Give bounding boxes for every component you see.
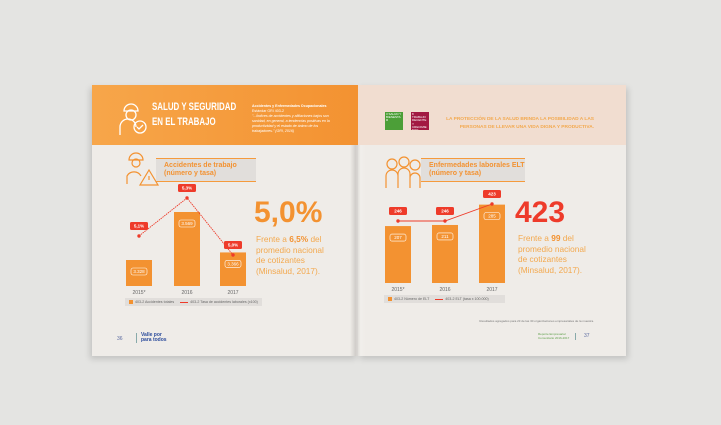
accidents-note: Frente a 6,5% del promedio nacional de c…: [256, 234, 324, 276]
legend-line: 403-2 ELT (tasa x 100.000): [435, 297, 489, 301]
worker-safety-icon: [119, 103, 147, 135]
bar-value-label: 3.366: [227, 261, 239, 266]
right-header-band: 3 SALUD Y BIENESTAR 8 TRABAJO DECENTE Y …: [358, 85, 626, 145]
rate-label-box: [436, 207, 454, 215]
x-tick-label: 2016: [439, 287, 450, 293]
bar-label-box: [436, 232, 454, 241]
bar: [385, 226, 411, 283]
valle-logo: Valle por para todos: [136, 333, 167, 343]
page-number-right: 37: [584, 333, 590, 339]
bar-value-label: 211: [441, 234, 449, 239]
rate-point: [396, 219, 400, 223]
bar: [220, 252, 246, 286]
bar-value-label: 207: [394, 235, 402, 240]
header-title: SALUD Y SEGURIDAD EN EL TRABAJO: [152, 100, 236, 130]
bar-value-label: 3.328: [133, 269, 145, 274]
rate-label-box: [130, 222, 148, 230]
bar-value-label: 285: [488, 214, 496, 219]
rate-point: [490, 202, 494, 206]
footnote: Resultados agregados para 23 de las 30 o…: [479, 319, 594, 323]
bar-label-box: [224, 260, 242, 268]
x-tick-label: 2016: [181, 290, 192, 296]
legend-bar: 403-2 Accidentes totales: [129, 300, 174, 305]
x-tick-label: 2015*: [391, 287, 404, 293]
bar: [174, 212, 200, 286]
rate-point: [231, 253, 235, 257]
bar: [432, 224, 458, 283]
rate-point: [443, 219, 447, 223]
accidents-legend: 403-2 Accidentes totales 403-2 Tasa de ac…: [125, 298, 262, 307]
rate-value-label: 5,3%: [182, 186, 192, 191]
bar-label-box: [483, 212, 501, 220]
diseases-note: Frente a 99 del promedio nacional de cot…: [518, 233, 586, 275]
accidents-highlight: 5,0%: [254, 196, 323, 229]
rate-label-box: [178, 184, 196, 192]
sdg-3-icon: 3 SALUD Y BIENESTAR: [385, 112, 403, 130]
rate-label-box: [483, 190, 501, 199]
bar-label-box: [178, 219, 196, 228]
rate-value-label: 5,1%: [134, 224, 144, 229]
x-tick-label: 2017: [486, 287, 497, 293]
book-spine: [350, 85, 366, 356]
rate-label-box: [389, 207, 407, 215]
left-header-band: SALUD Y SEGURIDAD EN EL TRABAJO Accidente…: [92, 85, 358, 145]
section-title-diseases: Enfermedades laborales ELT (número y tasa…: [421, 158, 525, 182]
section-title-accidents: Accidentes de trabajo (número y tasa): [156, 158, 256, 182]
sdg-8-icon: 8 TRABAJO DECENTE Y CRECIMIENTO ECONÓMIC…: [411, 112, 429, 130]
quote-line-1: LA PROTECCIÓN DE LA SALUD BRINDA LA POSI…: [446, 117, 594, 122]
report-logo: Reporte Empresarial Comunitario 2016-201…: [538, 332, 576, 340]
bar: [479, 204, 505, 283]
header-title-line-2: EN EL TRABAJO: [152, 116, 216, 128]
rate-point: [137, 234, 141, 238]
worker-warning-icon: [126, 152, 160, 186]
header-note-title: Accidentes y Enfermedades Ocupacionales: [252, 104, 327, 108]
header-note-body: "...Índices de accidentes y afiliaciones…: [252, 114, 330, 133]
rate-value-label: 5,0%: [228, 243, 238, 248]
people-icon: [385, 156, 421, 188]
x-tick-label: 2015*: [132, 290, 145, 296]
diseases-highlight: 423: [515, 196, 566, 229]
bar: [126, 260, 152, 286]
rate-value-label: 423: [488, 192, 496, 197]
legend-bar: 403-2 Número de ELT: [388, 297, 429, 302]
bar-label-box: [130, 267, 148, 276]
rate-value-label: 246: [441, 209, 449, 214]
header-title-line-1: SALUD Y SEGURIDAD: [152, 101, 237, 113]
page-number-left: 36: [117, 336, 123, 342]
legend-line: 403-2 Tasa de accidentes laborales (x100…: [180, 300, 258, 304]
rate-label-box: [224, 241, 242, 249]
rate-value-label: 246: [394, 209, 402, 214]
bar-value-label: 3.569: [181, 221, 193, 226]
header-note: Accidentes y Enfermedades Ocupacionales …: [252, 104, 338, 134]
x-tick-label: 2017: [227, 290, 238, 296]
diseases-legend: 403-2 Número de ELT 403-2 ELT (tasa x 100…: [384, 295, 505, 304]
header-quote: LA PROTECCIÓN DE LA SALUD BRINDA LA POSI…: [434, 116, 594, 132]
quote-line-2: PERSONAS DE LLEVAR UNA VIDA DIGNA Y PROD…: [459, 125, 594, 130]
rate-point: [185, 196, 189, 200]
bar-label-box: [389, 233, 407, 242]
header-note-ref: Estándar GRI 403-2: [252, 109, 284, 113]
